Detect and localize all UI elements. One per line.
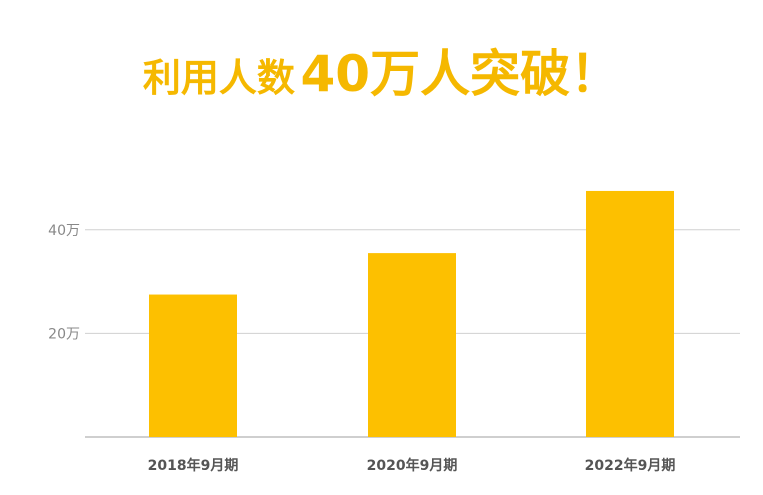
y-tick-label-2: 40万	[48, 223, 80, 239]
bar-1	[149, 294, 237, 437]
x-category-label-1: 2018年9月期	[148, 457, 239, 474]
x-category-label-2: 2020年9月期	[367, 457, 458, 474]
bar-3	[586, 190, 674, 437]
x-category-label-3: 2022年9月期	[585, 457, 676, 474]
title-part-2: 40万人突破！	[300, 45, 621, 103]
bar-2	[368, 253, 456, 437]
chart-title: 利用人数 40万人突破！	[0, 34, 763, 106]
title-part-1: 利用人数	[142, 56, 295, 100]
y-tick-label-1: 20万	[48, 326, 80, 342]
